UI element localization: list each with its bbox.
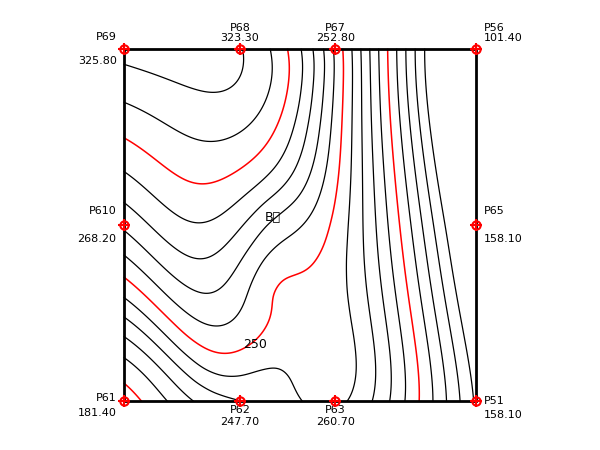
- Text: P67: P67: [325, 23, 346, 33]
- Text: P63: P63: [325, 405, 346, 415]
- Text: 247.70: 247.70: [220, 417, 260, 427]
- Text: P51: P51: [484, 396, 504, 406]
- Text: 158.10: 158.10: [484, 234, 522, 244]
- Text: 181.40: 181.40: [78, 409, 116, 419]
- Bar: [124, 49, 476, 401]
- Text: 101.40: 101.40: [484, 33, 522, 43]
- Text: 158.10: 158.10: [484, 410, 522, 420]
- Text: P68: P68: [230, 23, 250, 33]
- Text: P62: P62: [230, 405, 250, 415]
- Text: 268.20: 268.20: [77, 234, 116, 244]
- Text: 260.70: 260.70: [316, 417, 355, 427]
- Text: 325.80: 325.80: [78, 56, 116, 66]
- Text: 252.80: 252.80: [316, 33, 355, 43]
- Text: P61: P61: [96, 392, 116, 403]
- Text: B楼: B楼: [265, 212, 281, 225]
- Text: 250: 250: [244, 338, 268, 351]
- Text: 323.30: 323.30: [221, 33, 259, 43]
- Text: P610: P610: [89, 206, 116, 216]
- Text: P56: P56: [484, 23, 504, 33]
- Text: P69: P69: [96, 32, 116, 41]
- Text: P65: P65: [484, 206, 504, 216]
